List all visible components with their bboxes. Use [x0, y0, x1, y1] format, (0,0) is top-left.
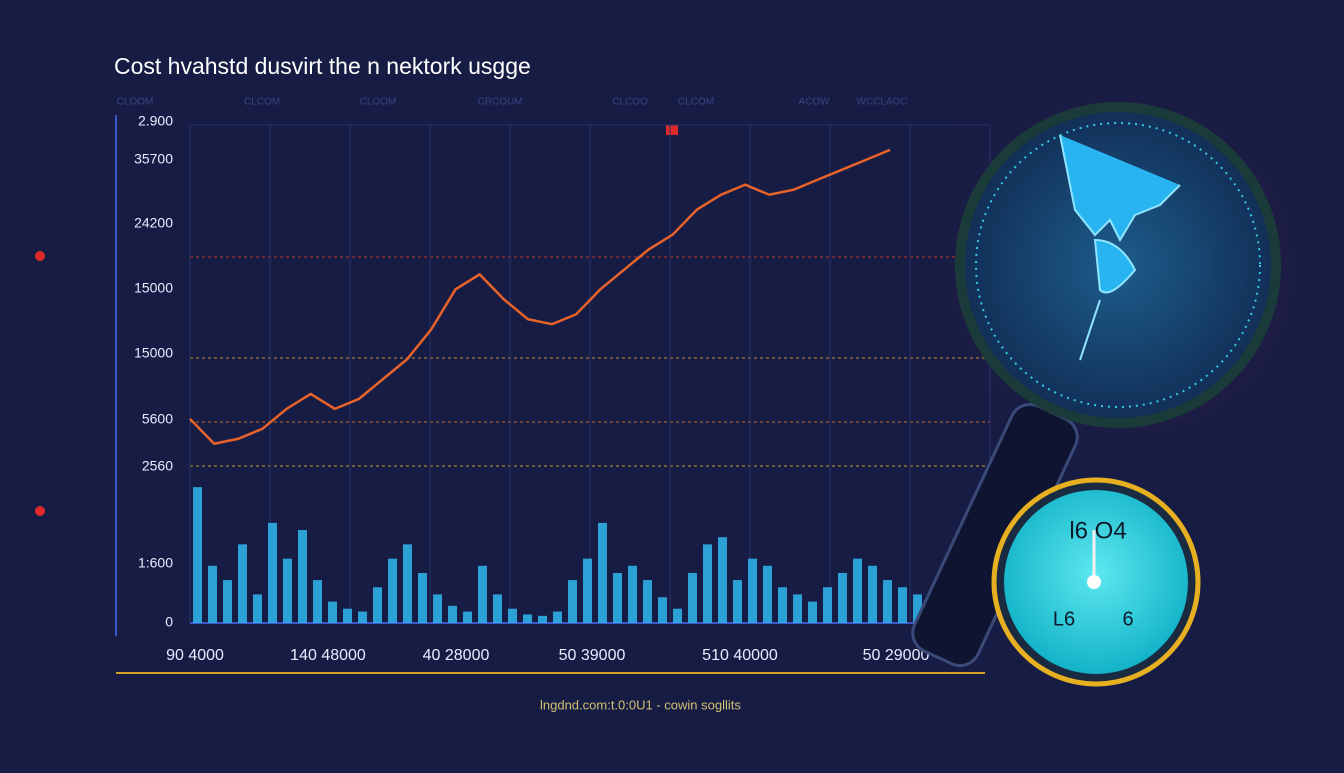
column-label: CLOOM: [360, 97, 397, 108]
bar: [538, 615, 547, 623]
column-label: CRCOUM: [478, 97, 523, 108]
bar: [808, 601, 817, 623]
bar: [388, 558, 397, 623]
bar: [568, 580, 577, 623]
column-label: CLCOM: [678, 97, 714, 108]
bar: [793, 594, 802, 623]
bar: [418, 572, 427, 623]
bar: [613, 572, 622, 623]
bar: [673, 608, 682, 623]
magnifier: [911, 102, 1281, 687]
dot: [35, 506, 45, 516]
gauge-top-text: l6 O4: [1069, 517, 1126, 544]
y-tick-label: 24200: [134, 215, 173, 231]
gauge-hub: [1087, 575, 1101, 589]
bar: [343, 608, 352, 623]
bar: [853, 558, 862, 623]
bar: [763, 565, 772, 623]
dot: [35, 251, 45, 261]
bar: [268, 522, 277, 623]
bar: [883, 580, 892, 623]
bar: [253, 594, 262, 623]
bar: [598, 522, 607, 623]
y-tick-label: 1:600: [138, 555, 173, 571]
bar: [583, 558, 592, 623]
bar: [913, 594, 922, 623]
bar: [223, 580, 232, 623]
bar: [688, 572, 697, 623]
bar: [748, 558, 757, 623]
bar: [868, 565, 877, 623]
lens-ring: [975, 122, 1261, 408]
y-tick-label: 35700: [134, 151, 173, 167]
marker: [666, 125, 678, 135]
bar: [553, 611, 562, 623]
column-label: CLCOO: [612, 97, 648, 108]
bar: [478, 565, 487, 623]
column-label: CLCOM: [244, 97, 280, 108]
x-tick-label: 50 39000: [559, 647, 626, 664]
lens-drawing: [1059, 134, 1181, 361]
bar: [733, 580, 742, 623]
column-label: WCCLAOC: [856, 97, 907, 108]
y-tick-label: 15000: [134, 280, 173, 296]
line: [189, 148, 891, 446]
bar: [373, 587, 382, 623]
column-label: ACOW: [798, 97, 830, 108]
bar: [643, 580, 652, 623]
bar: [433, 594, 442, 623]
bar: [493, 594, 502, 623]
bar: [463, 611, 472, 623]
y-tick-label: 15000: [134, 345, 173, 361]
x-tick-label: 50 29000: [863, 647, 930, 664]
bar: [283, 558, 292, 623]
legend-text: lngdnd.com:t.0:0U1 - cowin sogllits: [540, 697, 741, 712]
bar: [208, 565, 217, 623]
bar: [298, 530, 307, 623]
bar: [703, 544, 712, 623]
bar: [358, 611, 367, 623]
x-tick-label: 40 28000: [423, 647, 490, 664]
bar: [313, 580, 322, 623]
bar: [718, 537, 727, 623]
bar: [628, 565, 637, 623]
bar: [838, 572, 847, 623]
y-tick-label: 2560: [142, 458, 173, 474]
bar: [898, 587, 907, 623]
bar: [823, 587, 832, 623]
gauge-left-text: L6: [1053, 608, 1075, 630]
gauge-right-text: 6: [1122, 608, 1133, 630]
x-tick-label: 510 40000: [702, 647, 778, 664]
bar: [238, 544, 247, 623]
bar: [778, 587, 787, 623]
y-tick-label: 0: [165, 614, 173, 630]
x-tick-label: 140 48000: [290, 647, 366, 664]
y-tick-label: 2.900: [138, 113, 173, 129]
bar: [508, 608, 517, 623]
bar: [403, 544, 412, 623]
bar: [328, 601, 337, 623]
column-label: CLOOM: [117, 97, 154, 108]
y-tick-label: 5600: [142, 411, 173, 427]
bar: [523, 614, 532, 623]
x-tick-label: 90 4000: [166, 647, 224, 664]
bar: [448, 605, 457, 623]
bar: [658, 597, 667, 623]
chart-title: Cost hvahstd dusvirt the n nektork usgge: [114, 53, 531, 79]
bar: [193, 487, 202, 623]
